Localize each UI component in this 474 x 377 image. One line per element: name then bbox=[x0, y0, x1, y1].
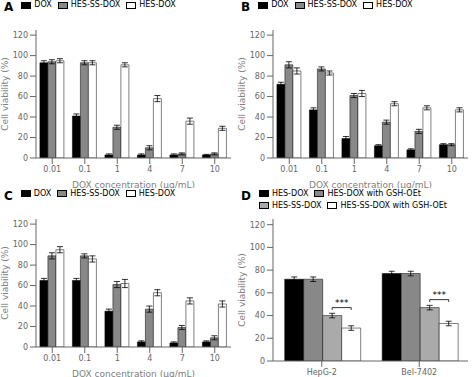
svg-text:0.1: 0.1 bbox=[78, 165, 91, 174]
svg-text:Cell viability (%): Cell viability (%) bbox=[237, 253, 247, 327]
svg-text:80: 80 bbox=[18, 72, 28, 81]
svg-text:120: 120 bbox=[250, 31, 265, 40]
svg-text:0.1: 0.1 bbox=[78, 353, 91, 362]
svg-text:HepG-2: HepG-2 bbox=[307, 367, 337, 376]
svg-text:10: 10 bbox=[210, 353, 220, 362]
svg-text:DOX concentration (μg/mL): DOX concentration (μg/mL) bbox=[72, 369, 195, 377]
svg-text:7: 7 bbox=[180, 165, 185, 174]
svg-text:10: 10 bbox=[447, 165, 457, 174]
svg-text:120: 120 bbox=[13, 219, 28, 228]
svg-text:0: 0 bbox=[260, 356, 265, 365]
html-text:HES-DOX: HES-DOX bbox=[138, 188, 176, 198]
svg-text:0: 0 bbox=[23, 342, 28, 351]
html-text:HES-SS-DOX with GSH-OEt: HES-SS-DOX with GSH-OEt bbox=[340, 200, 447, 210]
svg-text:60: 60 bbox=[18, 92, 28, 101]
html-text:HES-SS-DOX: HES-SS-DOX bbox=[307, 0, 358, 9]
html-text:DOX: DOX bbox=[271, 0, 289, 9]
html-text:A: A bbox=[4, 0, 14, 14]
svg-text:60: 60 bbox=[255, 92, 265, 101]
html-text:DOX: DOX bbox=[34, 0, 52, 9]
svg-text:80: 80 bbox=[255, 265, 265, 274]
svg-text:80: 80 bbox=[18, 260, 28, 269]
svg-text:60: 60 bbox=[255, 288, 265, 297]
svg-text:100: 100 bbox=[250, 51, 265, 60]
html-text:HES-DOX with GSH-OEt: HES-DOX with GSH-OEt bbox=[327, 188, 421, 198]
svg-text:100: 100 bbox=[13, 240, 28, 249]
svg-text:***: *** bbox=[335, 298, 349, 308]
svg-text:80: 80 bbox=[255, 72, 265, 81]
svg-text:7: 7 bbox=[180, 353, 185, 362]
svg-text:4: 4 bbox=[147, 353, 152, 362]
html-text:HES-SS-DOX: HES-SS-DOX bbox=[70, 0, 121, 9]
html-text:B: B bbox=[241, 0, 251, 14]
svg-text:0.01: 0.01 bbox=[43, 353, 61, 362]
svg-text:1: 1 bbox=[115, 353, 120, 362]
svg-text:Cell viability (%): Cell viability (%) bbox=[237, 57, 247, 131]
html-text:HES-DOX: HES-DOX bbox=[139, 0, 176, 9]
svg-text:1: 1 bbox=[352, 165, 357, 174]
svg-text:100: 100 bbox=[250, 243, 265, 252]
svg-text:40: 40 bbox=[255, 311, 265, 320]
svg-text:120: 120 bbox=[250, 220, 265, 229]
svg-text:40: 40 bbox=[18, 113, 28, 122]
html-text:HES-DOX: HES-DOX bbox=[376, 0, 413, 9]
svg-text:0.1: 0.1 bbox=[315, 165, 328, 174]
svg-text:Bel-7402: Bel-7402 bbox=[401, 367, 437, 376]
svg-text:0.01: 0.01 bbox=[280, 165, 298, 174]
svg-text:0.01: 0.01 bbox=[43, 165, 61, 174]
svg-text:60: 60 bbox=[18, 281, 28, 290]
svg-text:0: 0 bbox=[260, 154, 265, 163]
svg-text:1: 1 bbox=[115, 165, 120, 174]
svg-text:Cell viability (%): Cell viability (%) bbox=[8, 246, 10, 320]
svg-text:DOX concentration (μg/mL): DOX concentration (μg/mL) bbox=[309, 180, 432, 188]
svg-text:20: 20 bbox=[18, 322, 28, 331]
html-text:D: D bbox=[241, 188, 251, 203]
svg-text:7: 7 bbox=[417, 165, 422, 174]
svg-text:4: 4 bbox=[147, 165, 152, 174]
html-text:C: C bbox=[4, 188, 13, 203]
svg-text:Cell viability (%): Cell viability (%) bbox=[8, 57, 10, 131]
svg-text:***: *** bbox=[432, 290, 446, 300]
svg-text:40: 40 bbox=[18, 301, 28, 310]
html-text:HES-SS-DOX: HES-SS-DOX bbox=[272, 200, 322, 210]
svg-text:20: 20 bbox=[18, 133, 28, 142]
html-text:DOX: DOX bbox=[33, 188, 52, 198]
svg-text:20: 20 bbox=[255, 133, 265, 142]
svg-text:40: 40 bbox=[255, 113, 265, 122]
svg-text:120: 120 bbox=[13, 31, 28, 40]
html-text:HES-SS-DOX: HES-SS-DOX bbox=[70, 188, 120, 198]
svg-text:DOX concentration (μg/mL): DOX concentration (μg/mL) bbox=[72, 180, 195, 188]
html-text:HES-DOX: HES-DOX bbox=[272, 188, 309, 198]
svg-text:0: 0 bbox=[23, 154, 28, 163]
svg-text:10: 10 bbox=[210, 165, 220, 174]
svg-text:100: 100 bbox=[13, 51, 28, 60]
svg-text:4: 4 bbox=[384, 165, 389, 174]
svg-text:20: 20 bbox=[255, 334, 265, 343]
